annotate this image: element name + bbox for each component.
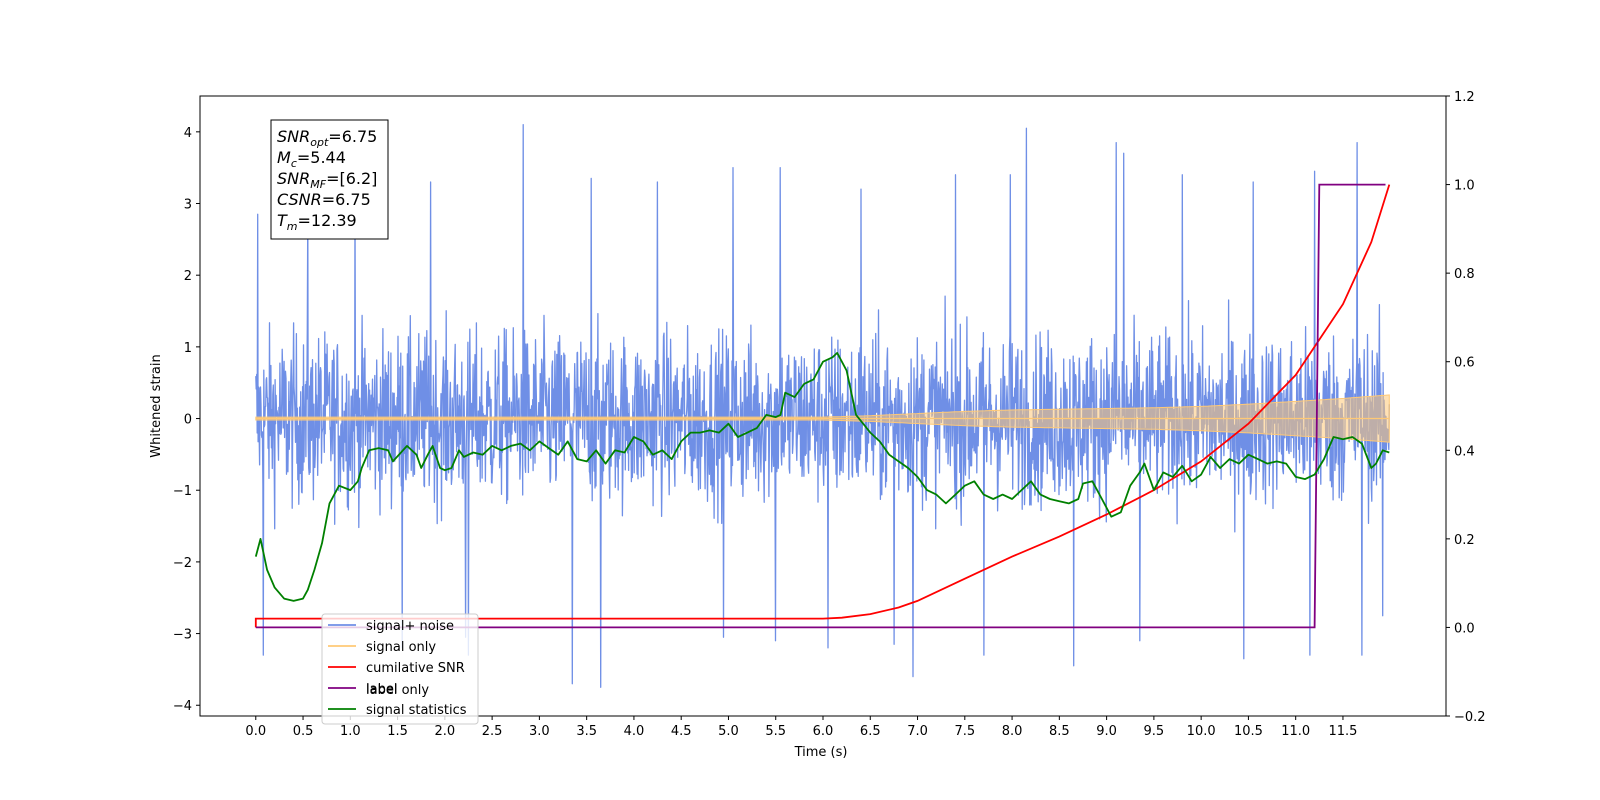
y-tick-label: −1: [173, 484, 192, 499]
y-tick-label: 1: [184, 341, 192, 356]
x-tick-label: 8.0: [1002, 724, 1023, 739]
annotation-line: CSNR=6.75: [277, 190, 371, 209]
annotation-line: Tm=12.39: [277, 211, 357, 233]
x-axis-label: Time (s): [794, 745, 848, 760]
x-tick-label: 4.5: [671, 724, 692, 739]
x-tick-label: 3.5: [576, 724, 597, 739]
x-tick-label: 11.5: [1328, 724, 1357, 739]
legend-label: label: [366, 682, 397, 697]
series-label-line: [255, 183, 1386, 629]
y-tick-label: 2: [184, 269, 192, 284]
series-cumulative-snr-line: [254, 184, 1391, 628]
x-tick-label: 3.0: [529, 724, 550, 739]
x-tick-label: 5.0: [718, 724, 739, 739]
axes: 0.0 0.5 1.0 1.5 2.0 2.5 3.0 3.5 4.0 4.5 5.0 5.5 6.0 6…: [173, 90, 1486, 739]
annotation-line: SNRMF=[6.2]: [277, 169, 377, 191]
legend-label: signal only: [366, 640, 436, 655]
x-tick-label: 0.5: [293, 724, 314, 739]
x-tick-label: 6.5: [860, 724, 881, 739]
x-tick-label: 9.5: [1144, 724, 1165, 739]
annotation-line: Mc=5.44: [277, 148, 346, 170]
legend-hidden-entry: label only: [366, 683, 429, 698]
y2-tick-label: 0.6: [1454, 356, 1475, 371]
annotation-line: SNRopt=6.75: [277, 127, 377, 149]
y-tick-label: −2: [173, 556, 192, 571]
x-tick-label: 4.0: [624, 724, 645, 739]
y-tick-label: 4: [184, 126, 192, 141]
series-signal-statistics-line: [254, 351, 1390, 602]
x-tick-label: 8.5: [1049, 724, 1070, 739]
legend-label: cumilative SNR: [366, 661, 465, 676]
x-tick-label: 2.0: [435, 724, 456, 739]
y-tick-label: −3: [173, 628, 192, 643]
x-tick-label: 2.5: [482, 724, 503, 739]
y2-tick-label: 1.0: [1454, 179, 1475, 194]
x-tick-label: 5.5: [765, 724, 786, 739]
y2-tick-label: 0.2: [1454, 533, 1475, 548]
x-tick-label: 6.0: [813, 724, 834, 739]
y-tick-label: 3: [184, 198, 192, 213]
x-tick-label: 11.0: [1281, 724, 1310, 739]
y2-tick-label: −0.2: [1454, 710, 1486, 725]
x-tick-label: 10.5: [1234, 724, 1263, 739]
annotation-box-frame: [270, 119, 389, 240]
x-tick-label: 9.0: [1096, 724, 1117, 739]
plot-area: [254, 124, 1391, 688]
y2-tick-label: 0.0: [1454, 621, 1475, 636]
legend-frame: [321, 613, 479, 725]
legend-label: signal+ noise: [366, 619, 454, 634]
y-axis-label: Whitened strain: [149, 354, 164, 457]
legend-label: signal statistics: [366, 703, 467, 718]
legend: label only signal+ noise signal only cumila…: [321, 613, 479, 725]
x-tick-label: 0.0: [245, 724, 266, 739]
y2-tick-label: 1.2: [1454, 90, 1475, 105]
y2-tick-label: 0.8: [1454, 267, 1475, 282]
y-tick-label: 0: [184, 413, 192, 428]
y-tick-label: −4: [173, 699, 192, 714]
y2-tick-label: 0.4: [1454, 444, 1475, 459]
x-tick-label: 1.0: [340, 724, 361, 739]
x-tick-label: 7.0: [907, 724, 928, 739]
x-tick-label: 1.5: [387, 724, 408, 739]
x-tick-label: 10.0: [1187, 724, 1216, 739]
x-tick-label: 7.5: [954, 724, 975, 739]
